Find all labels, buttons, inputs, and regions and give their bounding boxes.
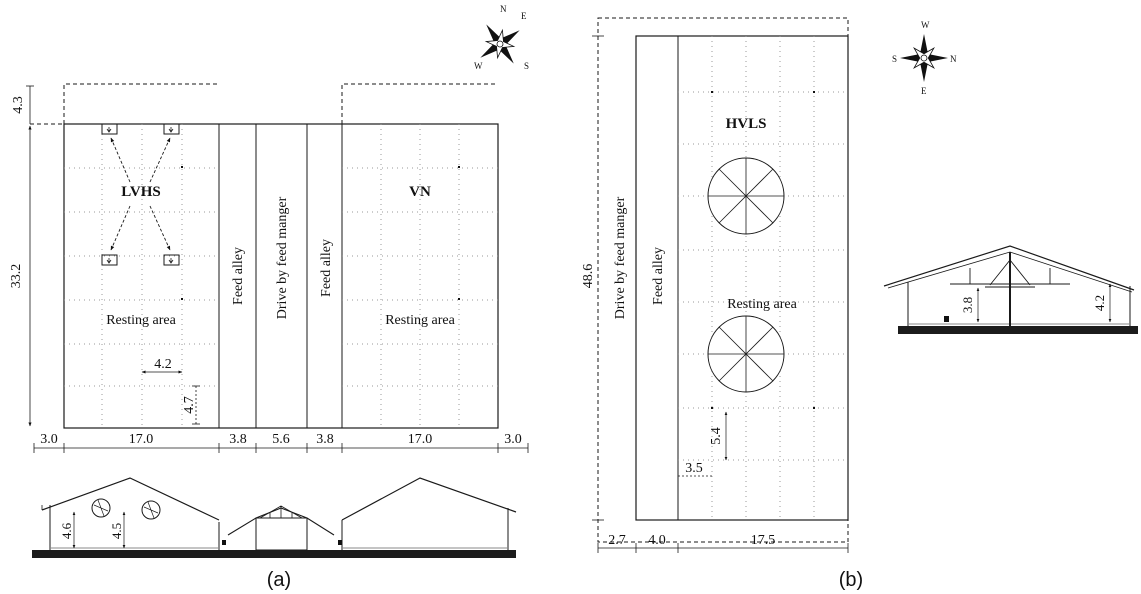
section-b-height-right: 4.2 <box>1092 295 1107 311</box>
caption-b: (b) <box>839 569 863 591</box>
overhang-right-outline <box>341 83 498 124</box>
fan-box <box>101 254 118 266</box>
dim-fan-x-label: 4.2 <box>154 357 172 372</box>
dim-bottom-a-6: 3.0 <box>504 432 522 447</box>
lvhs-fans <box>101 123 180 266</box>
grid-b <box>678 36 848 520</box>
compass-a-w: W <box>474 61 483 71</box>
fan-icon <box>141 500 161 520</box>
panel-b <box>592 17 1138 553</box>
section-a-height-left: 4.6 <box>59 522 74 539</box>
label-resting-left: Resting area <box>106 313 176 328</box>
label-resting-right: Resting area <box>385 313 455 328</box>
section-b <box>883 245 1138 334</box>
hvls-fan-icon <box>707 315 785 393</box>
compass-b-s: S <box>892 54 897 64</box>
section-b-height-left: 3.8 <box>960 297 975 313</box>
post-marks-a <box>181 166 460 300</box>
dim-fan-x-b-label: 3.5 <box>685 461 703 476</box>
dim-bottom-a-3: 5.6 <box>272 432 290 447</box>
fan-box <box>163 123 180 135</box>
compass-a-icon <box>480 24 520 64</box>
ground-a <box>32 550 516 558</box>
section-a <box>32 477 517 558</box>
grid-right-pen <box>342 124 498 428</box>
dim-bottom-b-1: 4.0 <box>648 533 666 548</box>
airflow-arrow <box>149 137 171 183</box>
label-feed-alley-b: Feed alley <box>651 247 666 305</box>
dim-fan-y-b-label: 5.4 <box>709 427 724 445</box>
dim-bottom-a-2: 3.8 <box>229 432 247 447</box>
barn-b-outline <box>635 35 849 521</box>
airflow-arrow <box>110 205 131 251</box>
barn-a-outline <box>63 123 499 429</box>
compass-a-e: E <box>521 11 527 21</box>
panel-a <box>26 24 529 558</box>
dim-top-offset-label: 4.3 <box>11 96 26 114</box>
overhang-left-outline <box>63 83 219 124</box>
airflow-arrow <box>110 137 131 183</box>
label-feed-alley-left: Feed alley <box>231 247 246 305</box>
caption-a: (a) <box>267 569 291 591</box>
dim-bottom-b-2: 17.5 <box>751 533 776 548</box>
dim-bottom-a-5: 17.0 <box>408 432 433 447</box>
dim-bottom-b-0: 2.7 <box>608 533 626 548</box>
label-resting-b: Resting area <box>727 297 797 312</box>
fan-box <box>163 254 180 266</box>
ground-b <box>898 326 1138 334</box>
dim-fan-y-label: 4.7 <box>182 396 197 414</box>
grid-left-pen <box>64 124 219 428</box>
label-drive-lane-a: Drive by feed manger <box>275 196 290 319</box>
compass-a-n: N <box>500 4 507 14</box>
compass-b-e: E <box>921 86 927 96</box>
compass-b-n: N <box>950 54 957 64</box>
compass-b-icon <box>900 34 948 82</box>
dim-bottom-a-1: 17.0 <box>129 432 154 447</box>
post-marks-b <box>711 91 815 409</box>
compass-b-w: W <box>921 20 930 30</box>
dim-bottom-a-0: 3.0 <box>40 432 58 447</box>
compass-a-s: S <box>524 61 529 71</box>
dim-length-a-label: 33.2 <box>9 264 24 289</box>
label-feed-alley-right: Feed alley <box>319 239 334 297</box>
label-vn: VN <box>409 184 431 200</box>
fan-icon <box>91 498 111 518</box>
label-lvhs: LVHS <box>121 184 160 200</box>
dim-bottom-a-4: 3.8 <box>316 432 334 447</box>
hvls-fan-icon <box>707 157 785 235</box>
fan-box <box>101 123 118 135</box>
label-drive-lane-b: Drive by feed manger <box>613 196 628 319</box>
section-a-height-mid: 4.5 <box>109 523 124 539</box>
label-hvls: HVLS <box>726 116 767 132</box>
airflow-arrow <box>149 205 171 251</box>
dim-length-b-label: 48.6 <box>581 264 596 289</box>
